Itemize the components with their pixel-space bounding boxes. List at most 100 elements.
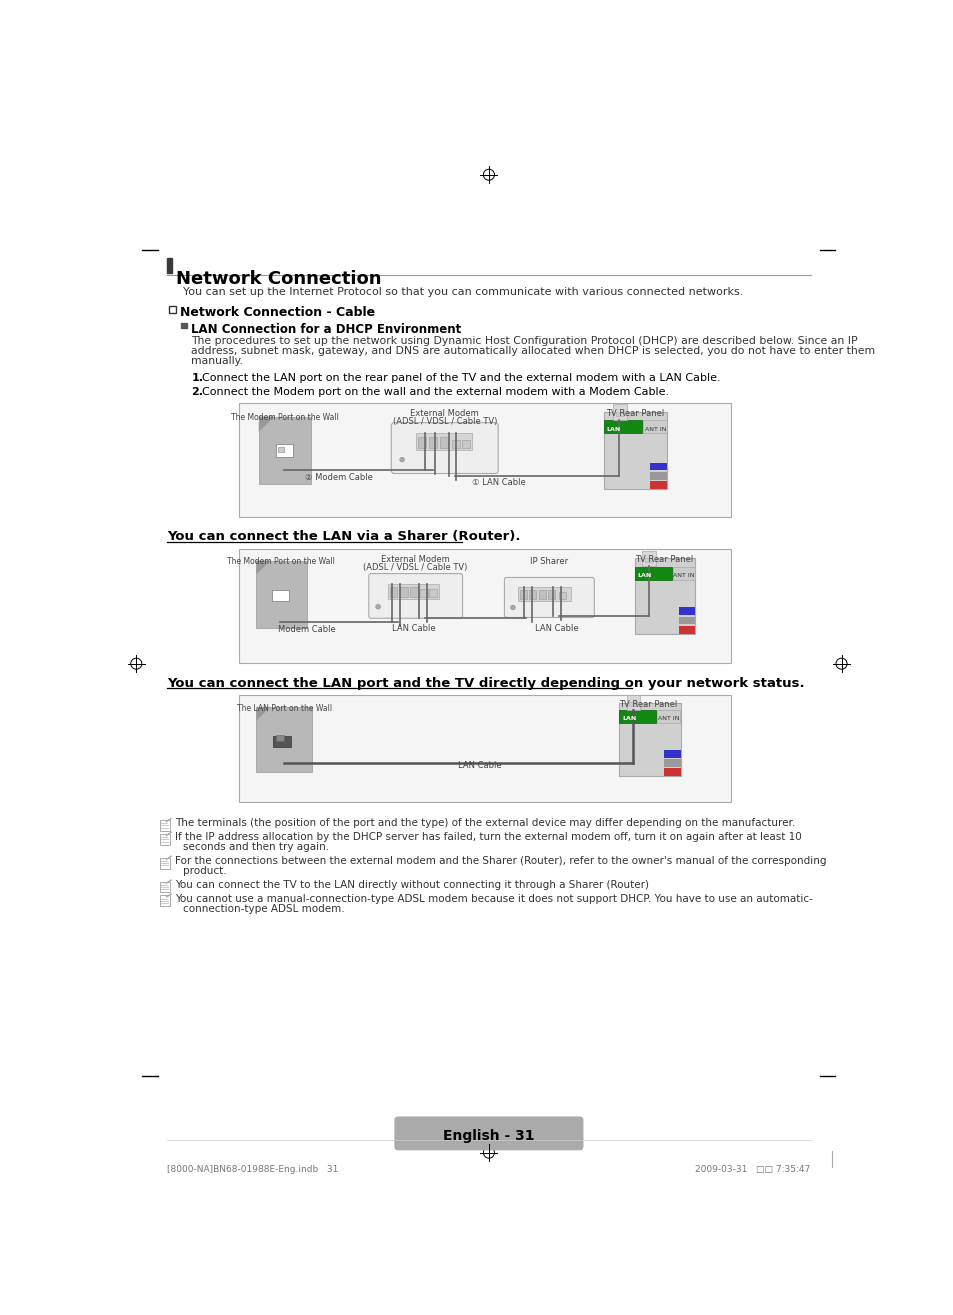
Text: The Modem Port on the Wall: The Modem Port on the Wall (227, 558, 335, 567)
FancyBboxPatch shape (504, 577, 594, 618)
Text: TV Rear Panel: TV Rear Panel (618, 700, 677, 709)
Bar (616, 412, 623, 416)
Bar (618, 710, 656, 723)
Text: You can set up the Internet Protocol so that you can communicate with various co: You can set up the Internet Protocol so … (183, 287, 742, 297)
Bar (159, 857, 170, 868)
Text: ② Modem Cable: ② Modem Cable (305, 472, 373, 481)
Text: ANT IN: ANT IN (658, 717, 679, 721)
Bar (256, 706, 312, 772)
Text: [8000-NA]BN68-01988E-Eng.indb   31: [8000-NA]BN68-01988E-Eng.indb 31 (167, 1165, 338, 1174)
Bar (167, 258, 172, 274)
Bar (278, 447, 284, 452)
Bar (649, 472, 666, 480)
Text: English - 31: English - 31 (443, 1128, 534, 1143)
Bar (618, 704, 680, 776)
Text: LAN Connection for a DHCP Environment: LAN Connection for a DHCP Environment (192, 323, 461, 337)
Bar (418, 438, 426, 448)
Bar (239, 548, 731, 663)
Bar (239, 402, 731, 517)
Bar (410, 586, 417, 597)
Bar (169, 305, 175, 313)
Bar (239, 696, 731, 802)
Bar (663, 768, 680, 776)
FancyBboxPatch shape (394, 1116, 583, 1151)
Bar (679, 617, 695, 625)
Polygon shape (258, 417, 274, 431)
Bar (256, 560, 307, 629)
Text: External Modem: External Modem (410, 409, 478, 418)
Bar (679, 608, 695, 615)
Bar (429, 438, 436, 448)
Text: The procedures to set up the network using Dynamic Host Configuration Protocol (: The procedures to set up the network usi… (192, 337, 857, 346)
Circle shape (399, 458, 404, 462)
Bar (649, 481, 666, 489)
Text: product.: product. (183, 867, 226, 876)
Text: You can connect the LAN via a Sharer (Router).: You can connect the LAN via a Sharer (Ro… (167, 530, 520, 543)
Text: address, subnet mask, gateway, and DNS are automatically allocated when DHCP is : address, subnet mask, gateway, and DNS a… (192, 346, 875, 356)
Bar (390, 586, 397, 597)
Bar (558, 592, 565, 600)
Bar (663, 750, 680, 757)
Bar (657, 710, 679, 723)
Bar (634, 567, 671, 580)
Text: The Modem Port on the Wall: The Modem Port on the Wall (231, 413, 338, 422)
Text: 2009-03-31   □□ 7:35:47: 2009-03-31 □□ 7:35:47 (695, 1165, 810, 1174)
Text: ANT IN: ANT IN (644, 426, 665, 431)
Bar (626, 696, 639, 710)
Bar (452, 439, 459, 448)
Text: The LAN Port on the Wall: The LAN Port on the Wall (236, 704, 332, 713)
Text: You cannot use a manual-connection-type ADSL modem because it does not support D: You cannot use a manual-connection-type … (174, 894, 812, 903)
Bar (272, 589, 289, 601)
Text: If the IP address allocation by the DHCP server has failed, turn the external mo: If the IP address allocation by the DHCP… (174, 832, 801, 843)
Bar (416, 434, 472, 451)
Bar (159, 896, 170, 906)
Bar (274, 736, 291, 747)
Text: Network Connection: Network Connection (175, 270, 381, 288)
Text: LAN: LAN (621, 717, 636, 721)
Bar (672, 567, 695, 580)
Text: TV Rear Panel: TV Rear Panel (635, 555, 693, 564)
Bar (649, 463, 666, 471)
FancyBboxPatch shape (391, 422, 497, 473)
Bar (258, 417, 311, 484)
Bar (419, 589, 427, 597)
Bar (537, 589, 545, 600)
Text: Modem Cable: Modem Cable (277, 625, 335, 634)
Bar (429, 589, 436, 597)
Polygon shape (256, 560, 270, 575)
Text: Connect the LAN port on the rear panel of the TV and the external modem with a L: Connect the LAN port on the rear panel o… (202, 373, 720, 384)
Text: Connect the Modem port on the wall and the external modem with a Modem Cable.: Connect the Modem port on the wall and t… (202, 387, 669, 397)
Text: LAN: LAN (637, 573, 651, 577)
Circle shape (375, 605, 380, 609)
Bar (181, 322, 187, 327)
Bar (517, 588, 571, 601)
Text: (ADSL / VDSL / Cable TV): (ADSL / VDSL / Cable TV) (363, 563, 467, 572)
Bar (388, 584, 438, 600)
Text: 2.: 2. (192, 387, 203, 397)
Bar (439, 438, 447, 448)
Bar (159, 821, 170, 831)
Text: You can connect the LAN port and the TV directly depending on your network statu: You can connect the LAN port and the TV … (167, 677, 804, 690)
Text: IP Sharer: IP Sharer (530, 556, 568, 565)
Polygon shape (256, 706, 270, 721)
Bar (663, 759, 680, 767)
Text: The terminals (the position of the port and the type) of the external device may: The terminals (the position of the port … (174, 818, 795, 828)
Bar (529, 589, 536, 600)
Bar (159, 881, 170, 893)
Text: ① LAN Cable: ① LAN Cable (472, 479, 525, 487)
Text: (ADSL / VDSL / Cable TV): (ADSL / VDSL / Cable TV) (392, 417, 497, 426)
Text: External Modem: External Modem (380, 555, 449, 564)
Bar (275, 735, 283, 740)
Bar (634, 558, 695, 634)
Bar (644, 558, 652, 562)
Text: For the connections between the external modem and the Sharer (Router), refer to: For the connections between the external… (174, 856, 825, 867)
Text: manually.: manually. (192, 356, 243, 367)
Text: TV Rear Panel: TV Rear Panel (606, 409, 664, 418)
Bar (642, 419, 666, 434)
Bar (547, 589, 555, 600)
Text: LAN Cable: LAN Cable (457, 760, 501, 769)
Text: seconds and then try again.: seconds and then try again. (183, 843, 329, 852)
Bar (159, 834, 170, 844)
Bar (629, 702, 637, 706)
Bar (612, 404, 626, 419)
